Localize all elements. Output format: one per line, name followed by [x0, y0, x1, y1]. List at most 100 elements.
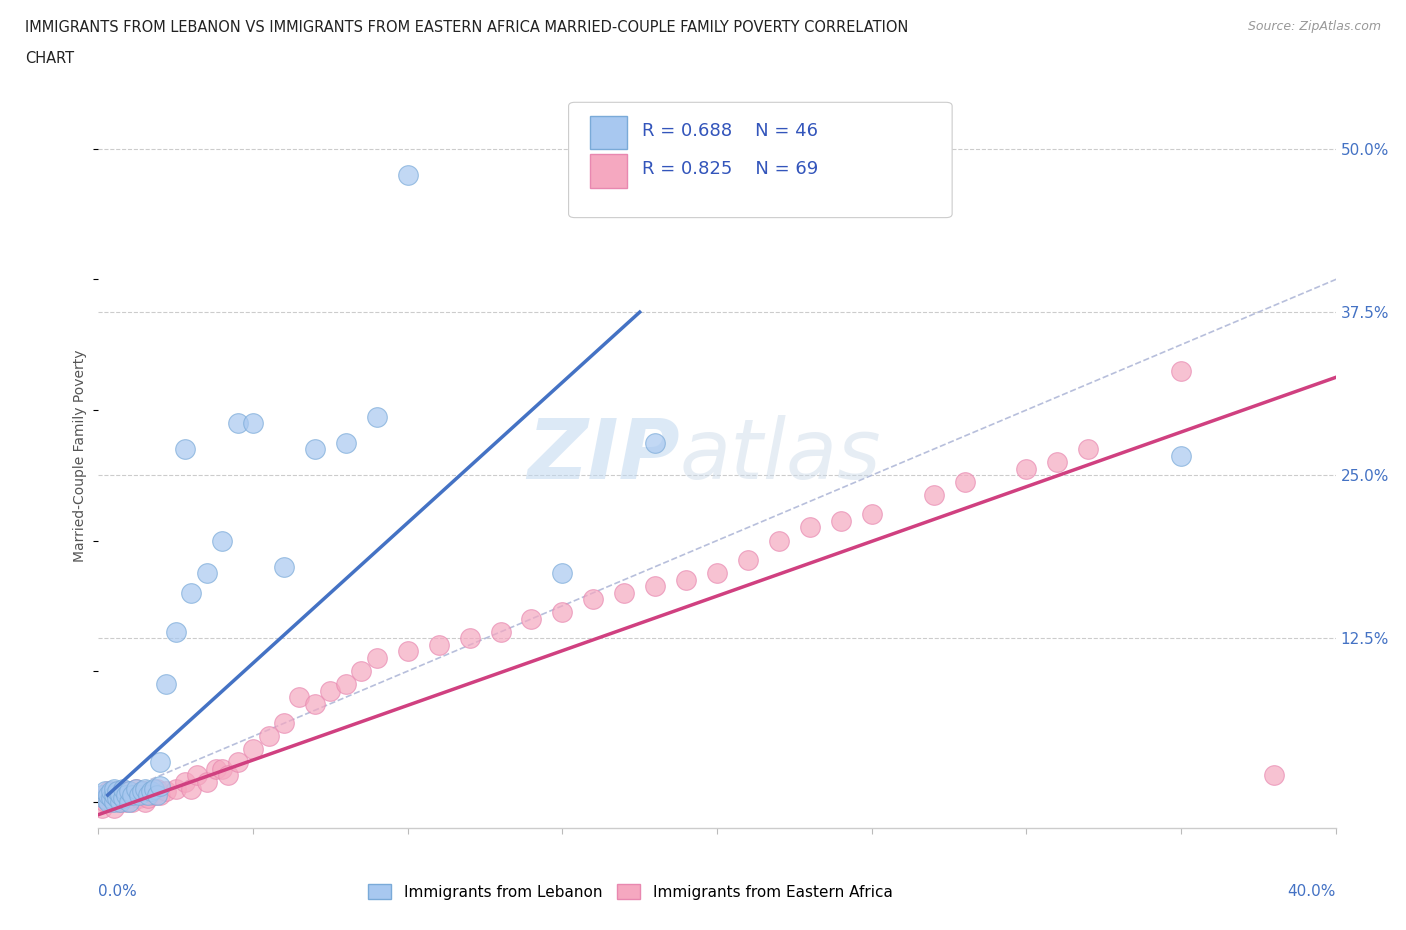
Point — [155, 784, 177, 799]
Point — [737, 552, 759, 567]
Point — [613, 585, 636, 600]
Point — [100, 790, 122, 805]
Point — [1170, 364, 1192, 379]
Text: Source: ZipAtlas.com: Source: ZipAtlas.com — [1247, 20, 1381, 33]
Point — [1170, 448, 1192, 463]
Point — [396, 644, 419, 659]
Point — [100, 794, 122, 809]
Point — [124, 781, 146, 796]
Point — [799, 520, 821, 535]
Point — [97, 788, 120, 803]
Point — [644, 435, 666, 450]
Point — [131, 784, 153, 799]
Point — [112, 781, 135, 796]
Point — [97, 791, 120, 806]
Point — [143, 781, 166, 796]
Point — [124, 781, 146, 796]
Point — [108, 794, 131, 809]
Point — [121, 788, 143, 803]
Point — [146, 788, 169, 803]
Point — [103, 781, 125, 796]
Point — [350, 664, 373, 679]
Point — [366, 409, 388, 424]
Point — [103, 801, 125, 816]
Point — [143, 788, 166, 803]
Point — [335, 435, 357, 450]
Point — [90, 801, 112, 816]
Text: 40.0%: 40.0% — [1288, 884, 1336, 898]
Point — [520, 611, 543, 626]
Point — [93, 791, 115, 806]
Point — [93, 794, 115, 809]
Point — [165, 624, 187, 639]
Point — [155, 677, 177, 692]
Point — [1263, 768, 1285, 783]
Point — [675, 572, 697, 587]
Point — [174, 775, 197, 790]
Point — [149, 755, 172, 770]
Point — [115, 788, 138, 803]
Point — [103, 788, 125, 803]
Point — [195, 775, 218, 790]
Point — [226, 416, 249, 431]
Point — [551, 565, 574, 580]
Point — [195, 565, 218, 580]
Point — [128, 790, 150, 805]
Point — [211, 533, 233, 548]
Legend: Immigrants from Lebanon, Immigrants from Eastern Africa: Immigrants from Lebanon, Immigrants from… — [363, 877, 898, 906]
Point — [134, 794, 156, 809]
Point — [97, 794, 120, 809]
Point — [108, 788, 131, 803]
Point — [458, 631, 481, 645]
Point — [860, 507, 883, 522]
Text: IMMIGRANTS FROM LEBANON VS IMMIGRANTS FROM EASTERN AFRICA MARRIED-COUPLE FAMILY : IMMIGRANTS FROM LEBANON VS IMMIGRANTS FR… — [25, 20, 908, 35]
Text: R = 0.825    N = 69: R = 0.825 N = 69 — [641, 160, 818, 179]
Point — [1015, 461, 1038, 476]
Text: CHART: CHART — [25, 51, 75, 66]
Point — [180, 585, 202, 600]
Point — [953, 474, 976, 489]
Point — [128, 788, 150, 803]
Point — [706, 565, 728, 580]
Point — [1077, 442, 1099, 457]
Point — [105, 784, 128, 799]
Point — [139, 784, 162, 799]
Point — [136, 790, 159, 805]
Point — [180, 781, 202, 796]
Point — [105, 790, 128, 805]
Text: ZIP: ZIP — [527, 415, 681, 497]
Point — [242, 416, 264, 431]
Point — [304, 697, 326, 711]
Point — [118, 784, 141, 799]
Point — [165, 781, 187, 796]
Point — [830, 513, 852, 528]
Point — [174, 442, 197, 457]
Point — [136, 788, 159, 803]
Point — [304, 442, 326, 457]
Point — [90, 788, 112, 803]
Text: 0.0%: 0.0% — [98, 884, 138, 898]
Point — [103, 794, 125, 809]
Point — [105, 784, 128, 799]
Point — [217, 768, 239, 783]
Point — [134, 781, 156, 796]
Point — [105, 791, 128, 806]
Point — [131, 784, 153, 799]
Point — [146, 781, 169, 796]
Point — [134, 788, 156, 803]
Point — [100, 784, 122, 799]
Point — [112, 790, 135, 805]
Point — [118, 790, 141, 805]
Point — [922, 487, 945, 502]
Point — [768, 533, 790, 548]
Point — [1046, 455, 1069, 470]
FancyBboxPatch shape — [568, 102, 952, 218]
Point — [149, 778, 172, 793]
Point — [273, 559, 295, 574]
Point — [226, 755, 249, 770]
Point — [139, 784, 162, 799]
FancyBboxPatch shape — [589, 115, 627, 149]
Point — [319, 684, 342, 698]
Point — [112, 784, 135, 799]
Text: R = 0.688    N = 46: R = 0.688 N = 46 — [641, 122, 817, 140]
